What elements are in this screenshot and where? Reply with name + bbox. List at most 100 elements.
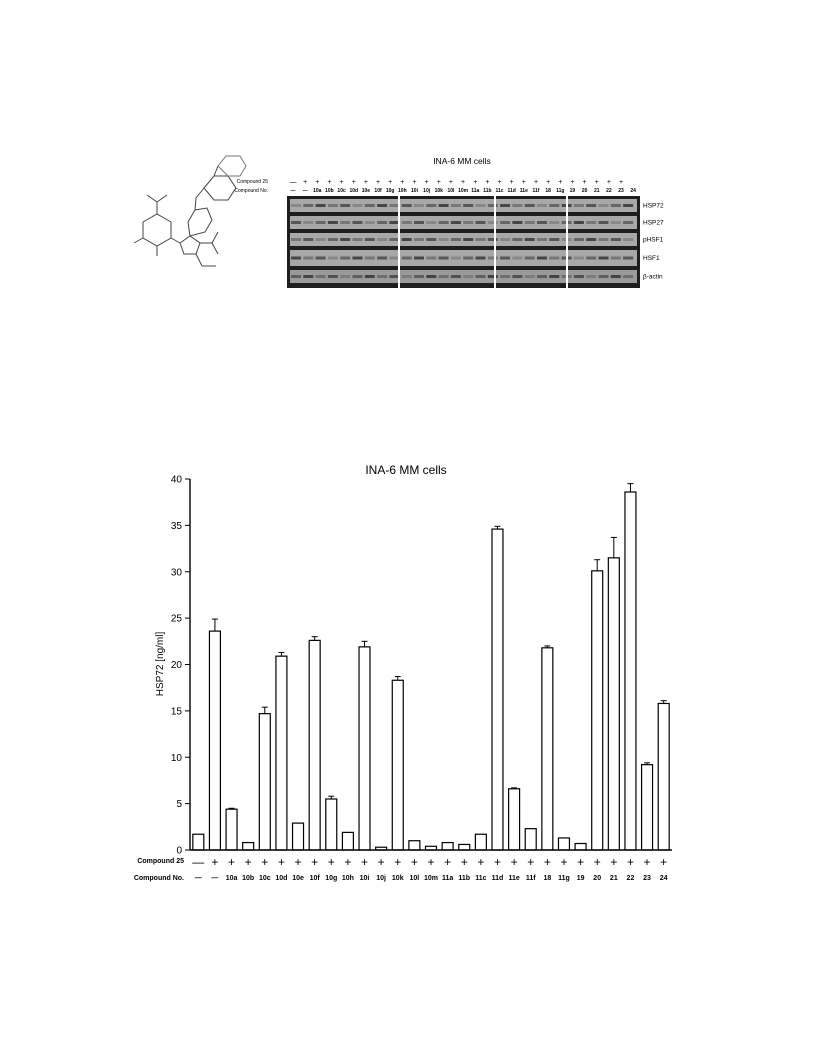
blot-band	[352, 256, 363, 260]
blot-compound-no: 10j	[423, 188, 431, 194]
blot-compound-no: 18	[545, 188, 551, 194]
blot-compound25-mark: +	[425, 179, 429, 186]
y-tick-label: 40	[171, 475, 183, 486]
blot-band	[463, 204, 474, 207]
blot-band	[377, 221, 388, 224]
blot-compound25-mark: +	[352, 179, 356, 186]
blot-band	[537, 275, 547, 278]
blot-band	[315, 221, 326, 224]
bar	[458, 843, 471, 851]
bar	[591, 570, 604, 851]
blot-band	[524, 238, 535, 241]
x-compound25-mark: +	[411, 855, 418, 869]
blot-band	[623, 204, 634, 207]
blot-compound-no: 10e	[362, 188, 371, 194]
blot-band	[450, 238, 461, 241]
x-compound25-mark: +	[511, 855, 518, 869]
blot-compound25-mark: +	[364, 179, 368, 186]
blot-band	[303, 221, 314, 224]
blot-band	[389, 204, 400, 207]
x-compound25-mark: +	[361, 855, 368, 869]
blot-compound25-mark: +	[388, 179, 392, 186]
blot-compound25-mark: +	[619, 179, 623, 186]
blot-strip	[290, 270, 637, 283]
blot-band	[623, 238, 634, 241]
blot-compound25-mark: +	[485, 179, 489, 186]
blot-band	[537, 221, 547, 224]
blot-band	[401, 256, 412, 260]
blot-band	[315, 204, 326, 207]
blot-band	[389, 221, 400, 224]
blot-band	[389, 238, 400, 241]
blot-compound-no-label: Compound No.	[234, 188, 268, 194]
x-compound25-mark: +	[577, 855, 584, 869]
blot-band	[315, 275, 326, 278]
blot-band	[438, 256, 449, 260]
blot-band	[524, 204, 535, 207]
blot-compound-no: 24	[630, 188, 636, 194]
blot-band	[426, 238, 437, 241]
blot-band	[303, 204, 314, 207]
blot-compound25-mark: +	[546, 179, 550, 186]
x-tick-label: —	[195, 875, 202, 882]
blot-band	[610, 256, 621, 260]
blot-band	[364, 204, 375, 207]
blot-band	[364, 275, 375, 278]
x-tick-label: 10g	[325, 875, 337, 882]
x-tick-label: 10k	[392, 875, 404, 882]
blot-band	[377, 256, 388, 260]
blot-band	[500, 204, 511, 207]
blot-band	[340, 221, 351, 224]
blot-band	[352, 238, 363, 241]
blot-compound-no: 11b	[483, 188, 491, 194]
x-tick-label: 10a	[226, 875, 238, 882]
blot-band	[426, 275, 437, 278]
blot-band	[549, 221, 560, 224]
blot-compound-no: 11a	[471, 188, 479, 194]
bar	[208, 630, 222, 851]
bar	[275, 655, 288, 851]
blot-separator	[494, 196, 496, 288]
bar	[308, 639, 321, 851]
x-compound25-mark: +	[444, 855, 451, 869]
blot-compound25-mark: +	[315, 179, 319, 186]
y-tick-label: 25	[171, 614, 183, 625]
x-tick-label: —	[211, 875, 218, 882]
blot-band	[327, 256, 338, 260]
x-compound25-mark: +	[610, 855, 617, 869]
bar	[408, 840, 421, 851]
blot-band	[573, 238, 584, 241]
x-tick-label: 10c	[259, 875, 271, 882]
blot-band	[487, 204, 498, 207]
x-compound25-mark: +	[344, 855, 351, 869]
blot-compound25-mark: +	[461, 179, 465, 186]
x-tick-label: 10i	[360, 875, 370, 882]
blot-band	[573, 275, 584, 278]
blot-compound25-mark: +	[583, 179, 587, 186]
blot-compound-no: 19	[570, 188, 576, 194]
y-tick-label: 20	[171, 660, 183, 671]
blot-band	[327, 275, 338, 278]
blot-band	[426, 221, 437, 224]
x-compound25-mark: +	[527, 855, 534, 869]
blot-band	[487, 238, 498, 241]
blot-band	[340, 238, 351, 241]
blot-band	[438, 238, 449, 241]
blot-compound25-mark: +	[473, 179, 477, 186]
blot-compound25-mark: +	[522, 179, 526, 186]
x-compound25-mark: +	[544, 855, 551, 869]
bar	[358, 646, 371, 851]
blot-band	[414, 256, 424, 260]
blot-band	[463, 221, 474, 224]
x-tick-label: 20	[593, 875, 601, 882]
x-compound25-mark: +	[627, 855, 634, 869]
chart-compound-no-label: Compound No.	[134, 875, 184, 882]
blot-band	[475, 221, 486, 224]
blot-band	[610, 275, 621, 278]
blot-band	[291, 275, 301, 278]
bar	[192, 833, 205, 851]
blot-band	[537, 204, 547, 207]
blot-band	[291, 256, 301, 260]
x-tick-label: 11c	[475, 875, 486, 882]
x-compound25-mark: —	[192, 855, 204, 869]
